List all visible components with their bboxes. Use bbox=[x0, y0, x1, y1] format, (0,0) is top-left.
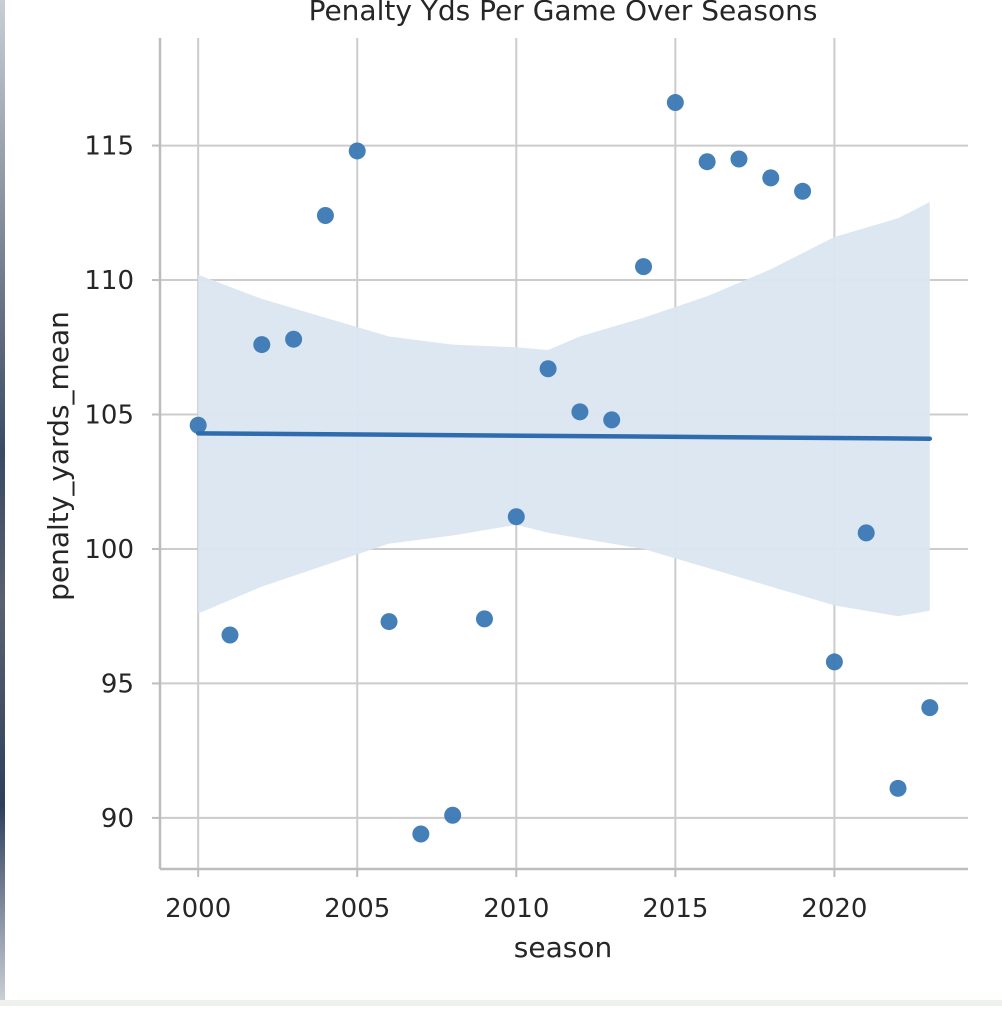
scatter-point bbox=[412, 825, 430, 843]
scatter-point bbox=[730, 150, 748, 168]
regression-line-layer bbox=[195, 431, 933, 441]
scatter-point bbox=[794, 182, 812, 200]
y-axis-label: penalty_yards_mean bbox=[42, 311, 75, 601]
y-tick-label: 90 bbox=[101, 804, 134, 834]
window-bottom-strip bbox=[0, 1000, 1002, 1006]
x-tick-label: 2015 bbox=[642, 894, 708, 924]
scatter-point bbox=[380, 613, 398, 631]
scatter-point bbox=[603, 411, 621, 429]
scatter-point bbox=[316, 206, 334, 224]
scatter-point bbox=[571, 403, 589, 421]
confidence-band-layer bbox=[198, 202, 930, 617]
scatter-point bbox=[285, 330, 303, 348]
axis-layer: 2000 2005 2010 2015 2020 90 95 100 105 110 115 bbox=[84, 38, 968, 924]
points-layer bbox=[189, 94, 939, 843]
scatter-point bbox=[635, 258, 653, 276]
scatter-point bbox=[348, 142, 366, 160]
scatter-point bbox=[921, 699, 939, 717]
y-tick-label: 105 bbox=[84, 401, 134, 431]
x-axis-label: season bbox=[514, 931, 612, 964]
y-tick-label: 95 bbox=[101, 669, 134, 699]
y-tick-label: 110 bbox=[84, 266, 134, 296]
scatter-point bbox=[825, 653, 843, 671]
y-tick-label: 115 bbox=[84, 132, 134, 162]
x-tick-label: 2005 bbox=[324, 894, 390, 924]
window-edge-strip bbox=[0, 0, 5, 1006]
scatter-point bbox=[857, 524, 875, 542]
scatter-point bbox=[475, 610, 493, 628]
x-tick-label: 2010 bbox=[483, 894, 549, 924]
regression-line bbox=[195, 431, 933, 441]
scatter-point bbox=[698, 153, 716, 171]
x-tick-label: 2020 bbox=[801, 894, 867, 924]
scatter-point bbox=[444, 806, 462, 824]
confidence-band bbox=[198, 202, 930, 617]
scatter-point bbox=[762, 169, 780, 187]
scatter-point bbox=[253, 336, 271, 354]
x-tick-label: 2000 bbox=[165, 894, 231, 924]
scatter-point bbox=[539, 360, 557, 378]
scatter-point bbox=[221, 626, 239, 644]
scatter-point bbox=[889, 779, 907, 797]
scatter-point bbox=[507, 508, 525, 526]
scatter-point bbox=[666, 94, 684, 112]
y-tick-label: 100 bbox=[84, 535, 134, 565]
chart-title: Penalty Yds Per Game Over Seasons bbox=[309, 0, 818, 27]
scatter-point bbox=[189, 416, 207, 434]
